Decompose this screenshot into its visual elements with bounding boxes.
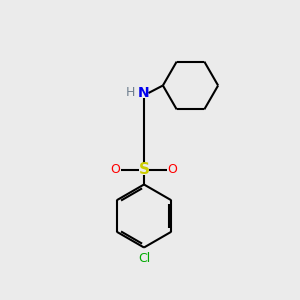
- Text: H: H: [126, 86, 135, 100]
- Text: O: O: [168, 163, 177, 176]
- Text: O: O: [111, 163, 120, 176]
- Text: S: S: [139, 162, 149, 177]
- Text: N: N: [138, 86, 150, 100]
- Text: Cl: Cl: [138, 252, 150, 265]
